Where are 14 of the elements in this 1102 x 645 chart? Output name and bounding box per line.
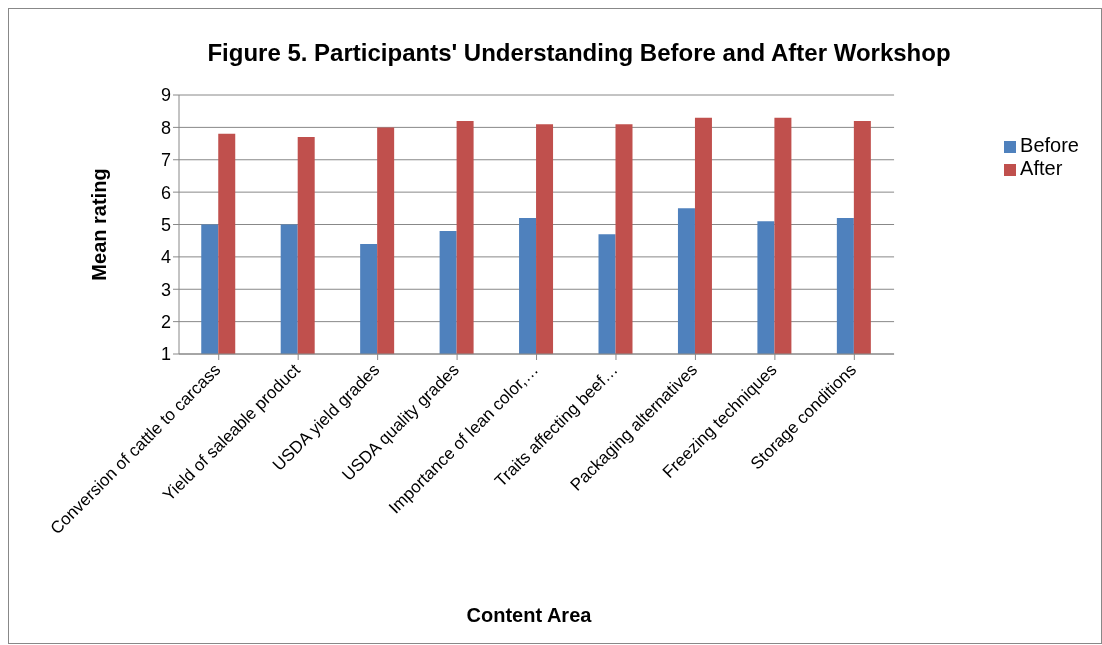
y-axis-title: Mean rating (88, 168, 111, 281)
y-tick-label: 4 (160, 247, 171, 268)
y-tick-label: 8 (160, 117, 171, 138)
y-tick-label: 7 (160, 150, 171, 171)
y-tick-label: 2 (160, 312, 171, 333)
x-axis-title: Content Area (465, 604, 593, 627)
y-tick-label: 1 (160, 344, 171, 365)
chart-title: Figure 5. Participants' Understanding Before and After Workshop (206, 39, 952, 67)
legend-label: After (1020, 157, 1063, 179)
y-tick-label: 3 (160, 279, 171, 300)
y-tick-label: 9 (160, 85, 171, 106)
y-tick-label: 6 (160, 182, 171, 203)
y-tick-label: 5 (160, 214, 171, 235)
legend-label: Before (1020, 134, 1079, 156)
